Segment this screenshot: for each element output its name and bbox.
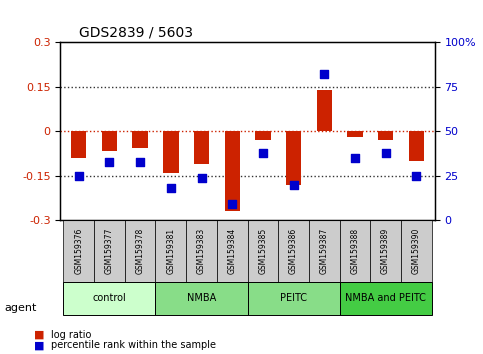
Text: GSM159381: GSM159381 [166,228,175,274]
Point [412,173,420,179]
Bar [194,131,209,164]
FancyBboxPatch shape [63,220,94,282]
FancyBboxPatch shape [156,282,248,315]
Bar [316,90,332,131]
Point [75,173,83,179]
FancyBboxPatch shape [217,220,248,282]
Text: control: control [93,293,127,303]
Bar [347,131,363,137]
Text: GSM159383: GSM159383 [197,228,206,274]
FancyBboxPatch shape [309,220,340,282]
Text: log ratio: log ratio [51,330,91,339]
Text: GSM159388: GSM159388 [351,228,359,274]
FancyBboxPatch shape [248,282,340,315]
Text: NMBA: NMBA [187,293,216,303]
Text: ■: ■ [34,330,44,339]
FancyBboxPatch shape [248,220,278,282]
Text: GSM159384: GSM159384 [227,228,237,274]
FancyBboxPatch shape [156,220,186,282]
Bar [255,131,270,140]
Point [290,182,298,188]
Text: ■: ■ [34,340,44,350]
FancyBboxPatch shape [370,220,401,282]
Text: GSM159386: GSM159386 [289,228,298,274]
Point [259,150,267,155]
Bar [132,131,148,148]
Text: GSM159390: GSM159390 [412,228,421,274]
Point [198,175,205,181]
Point [351,155,359,161]
FancyBboxPatch shape [340,220,370,282]
Text: agent: agent [5,303,37,313]
Text: GSM159385: GSM159385 [258,228,268,274]
FancyBboxPatch shape [63,282,156,315]
Text: PEITC: PEITC [280,293,307,303]
Text: GSM159389: GSM159389 [381,228,390,274]
Bar [286,131,301,185]
Text: GSM159377: GSM159377 [105,228,114,274]
FancyBboxPatch shape [401,220,432,282]
Bar [163,131,179,173]
FancyBboxPatch shape [340,282,432,315]
Point [320,72,328,77]
Point [167,185,175,191]
Bar [71,131,86,158]
Text: NMBA and PEITC: NMBA and PEITC [345,293,426,303]
Bar [409,131,424,161]
Text: GDS2839 / 5603: GDS2839 / 5603 [79,26,193,40]
Point [136,159,144,164]
FancyBboxPatch shape [125,220,156,282]
Bar [378,131,393,140]
Text: percentile rank within the sample: percentile rank within the sample [51,340,216,350]
Text: GSM159378: GSM159378 [136,228,144,274]
FancyBboxPatch shape [94,220,125,282]
Point [228,201,236,207]
Bar [102,131,117,150]
Point [382,150,389,155]
Text: GSM159376: GSM159376 [74,228,83,274]
Point [106,159,114,164]
FancyBboxPatch shape [278,220,309,282]
FancyBboxPatch shape [186,220,217,282]
Text: GSM159387: GSM159387 [320,228,329,274]
Bar [225,131,240,211]
